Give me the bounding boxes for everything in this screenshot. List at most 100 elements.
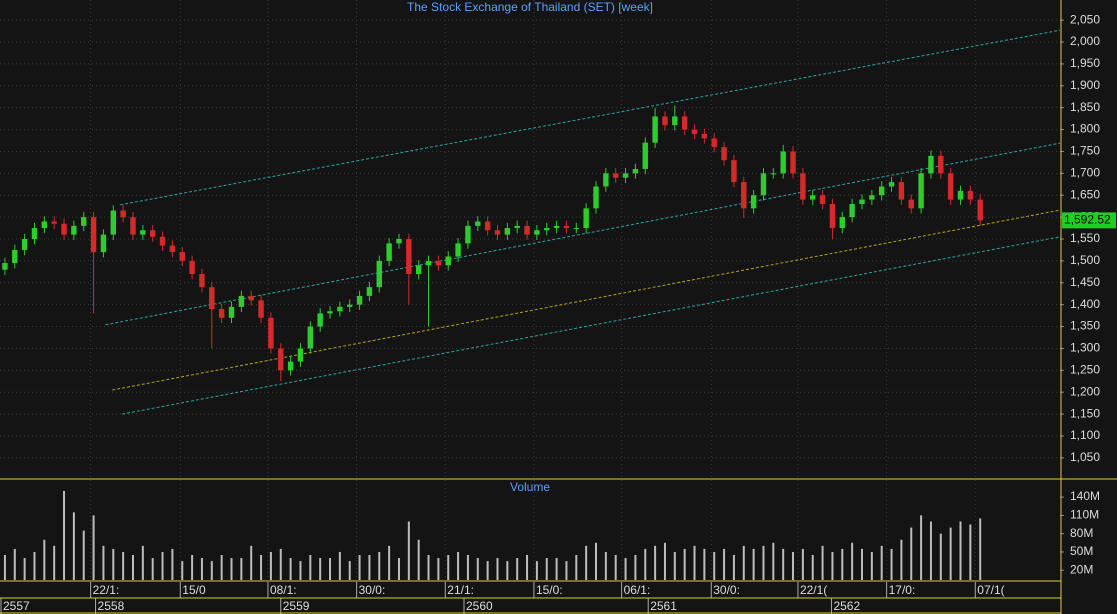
- volume-bar: [663, 542, 666, 580]
- candle-body: [553, 225, 560, 229]
- volume-bar: [959, 521, 962, 580]
- y-tick-label: 1,850: [1070, 100, 1100, 114]
- volume-tick-label: 50M: [1070, 544, 1093, 558]
- candle-body: [947, 173, 954, 200]
- y-tick-label: 1,500: [1070, 253, 1100, 267]
- candle-body: [258, 300, 264, 318]
- volume-bar: [378, 551, 381, 580]
- candle-body: [278, 348, 284, 371]
- volume-bar: [466, 555, 469, 580]
- volume-bar: [181, 561, 184, 580]
- volume-bar: [811, 555, 814, 580]
- volume-bar: [535, 561, 538, 580]
- y-tick-label: 1,650: [1070, 187, 1100, 201]
- x-tick-label: 30/0:: [713, 583, 740, 597]
- candle-body: [612, 173, 619, 178]
- volume-bar: [575, 555, 578, 580]
- candle-body: [248, 295, 254, 301]
- candle-body: [514, 225, 520, 229]
- candle-body: [307, 326, 314, 349]
- volume-bar: [703, 548, 706, 580]
- volume-bar: [358, 555, 361, 580]
- candle-body: [61, 223, 67, 235]
- candle-body: [928, 155, 934, 174]
- volume-bar: [250, 545, 253, 580]
- candle-body: [603, 173, 609, 187]
- candle-body: [199, 274, 205, 288]
- candle-body: [337, 306, 343, 312]
- volume-bar: [969, 524, 972, 580]
- candle-body: [21, 239, 28, 250]
- volume-bar: [329, 558, 332, 580]
- y-tick-label: 1,450: [1070, 275, 1100, 289]
- volume-bar: [565, 561, 568, 580]
- volume-bar: [870, 551, 873, 580]
- volume-tick-label: 110M: [1070, 508, 1099, 522]
- year-label: 2558: [98, 599, 125, 613]
- candle-body: [189, 260, 195, 275]
- candle-body: [120, 210, 126, 218]
- volume-bar: [112, 548, 115, 580]
- volume-bar: [230, 558, 233, 580]
- volume-title: Volume: [510, 480, 550, 494]
- volume-bar: [654, 545, 657, 580]
- candle-body: [908, 199, 914, 209]
- volume-bar: [210, 561, 213, 580]
- candle-body: [100, 234, 107, 253]
- volume-bar: [33, 551, 36, 580]
- candle-body: [445, 256, 451, 266]
- y-tick-label: 1,100: [1070, 428, 1100, 442]
- volume-bar: [900, 539, 903, 580]
- candle-body: [81, 217, 87, 226]
- volume-bar: [742, 545, 745, 580]
- volume-bar: [457, 551, 460, 580]
- candle-body: [2, 263, 8, 270]
- year-label: 2557: [3, 599, 30, 613]
- volume-bar: [979, 518, 982, 580]
- candle-body: [888, 182, 895, 187]
- candle-body: [31, 228, 38, 239]
- y-tick-label: 2,000: [1070, 34, 1100, 48]
- volume-bar: [161, 551, 164, 580]
- volume-bar: [388, 545, 391, 580]
- volume-bar: [141, 545, 144, 580]
- volume-tick-label: 140M: [1070, 489, 1100, 503]
- trendline: [112, 209, 1061, 391]
- volume-bar: [299, 561, 302, 580]
- volume-bar: [427, 555, 430, 580]
- candle-body: [790, 151, 796, 174]
- x-tick-label: 22/1:: [93, 583, 120, 597]
- volume-bar: [397, 558, 400, 580]
- candle-body: [179, 252, 185, 261]
- volume-bar: [43, 539, 46, 580]
- year-label: 2560: [466, 599, 493, 613]
- y-tick-label: 1,350: [1070, 319, 1100, 333]
- candle-body: [238, 295, 245, 307]
- candle-body: [839, 217, 845, 229]
- volume-bar: [447, 555, 450, 580]
- candle-body: [51, 221, 57, 224]
- y-tick-label: 1,250: [1070, 362, 1100, 376]
- chart-title: The Stock Exchange of Thailand (SET) [we…: [407, 0, 653, 14]
- candle-body: [317, 313, 323, 327]
- volume-bar: [53, 545, 56, 580]
- volume-bar: [772, 542, 775, 580]
- volume-bar: [516, 558, 519, 580]
- volume-bar: [526, 555, 529, 580]
- year-label: 2559: [283, 599, 310, 613]
- candle-body: [130, 217, 136, 235]
- candle-body: [632, 168, 639, 174]
- candle-body: [415, 265, 422, 275]
- volume-bar: [782, 548, 785, 580]
- volume-bar: [683, 548, 686, 580]
- y-tick-label: 1,550: [1070, 231, 1100, 245]
- volume-bar: [191, 555, 194, 580]
- volume-bar: [929, 521, 932, 580]
- candle-body: [642, 142, 648, 169]
- candle-body: [918, 173, 924, 209]
- volume-bar: [624, 558, 627, 580]
- volume-bar: [713, 551, 716, 580]
- volume-bar: [269, 551, 272, 580]
- candle-body: [159, 236, 166, 246]
- volume-bar: [890, 548, 893, 580]
